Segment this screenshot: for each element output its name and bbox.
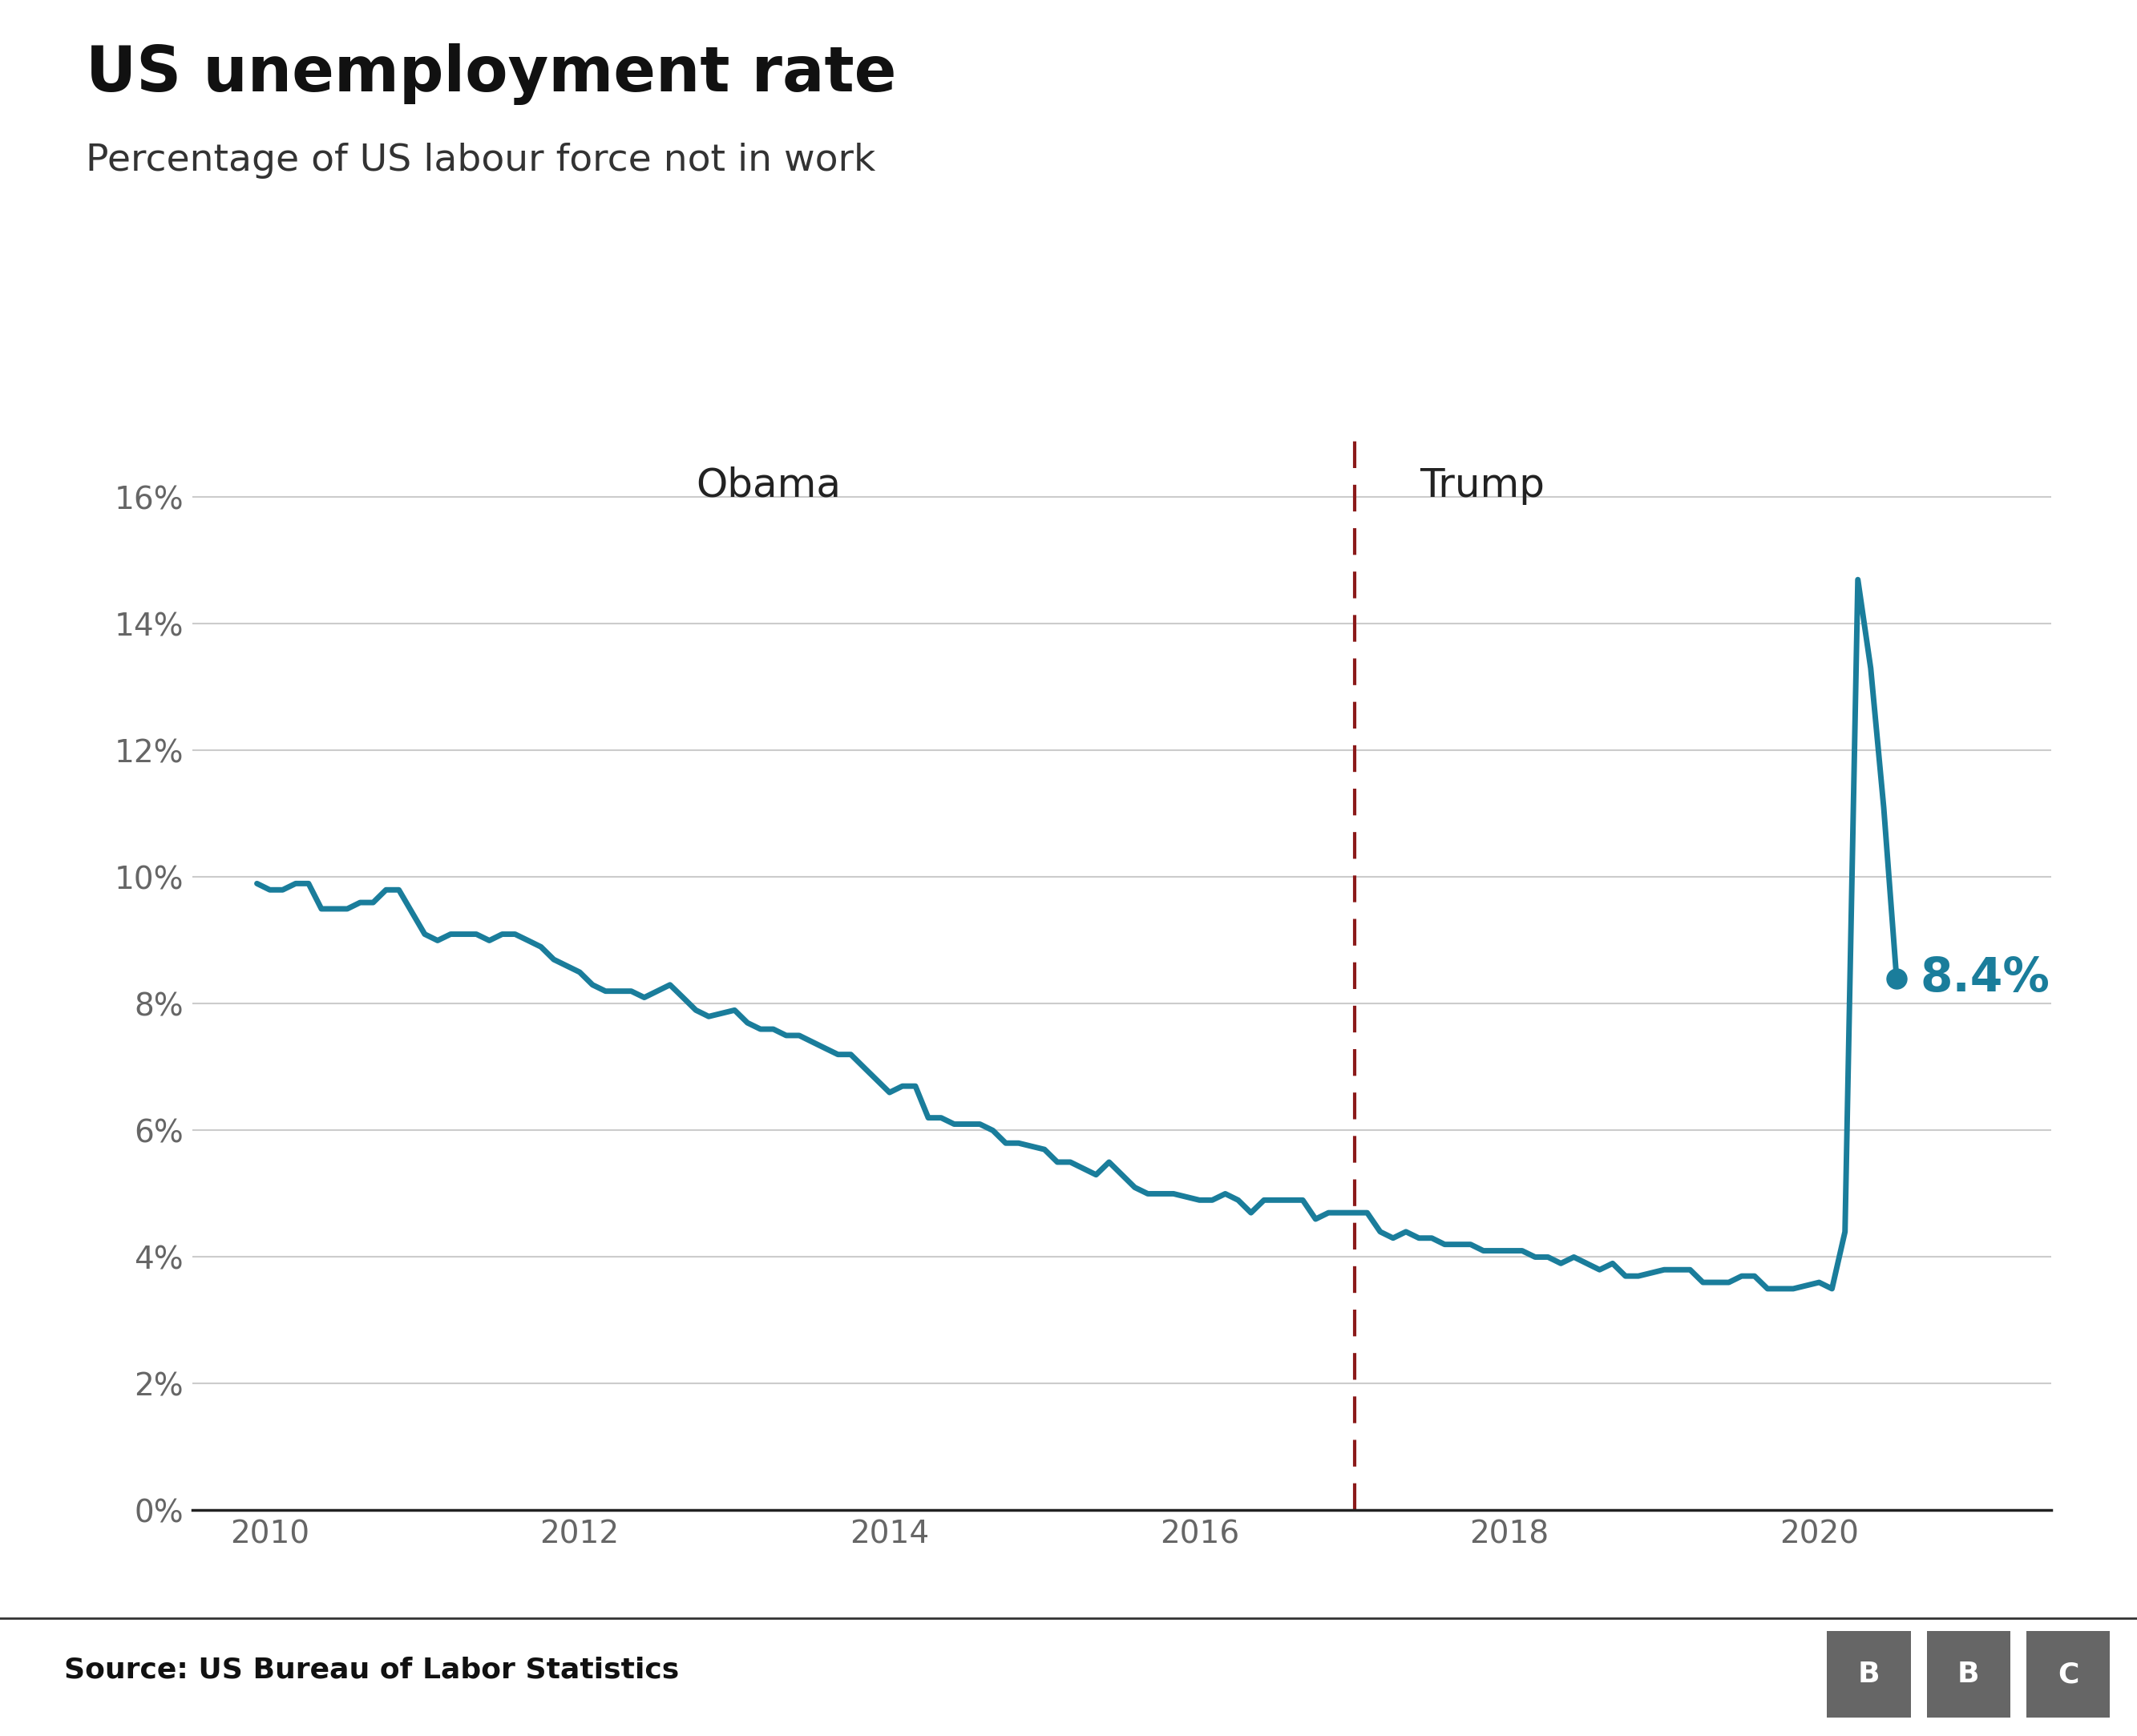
FancyBboxPatch shape [1827, 1632, 1910, 1717]
Text: B: B [1857, 1661, 1881, 1687]
Text: Percentage of US labour force not in work: Percentage of US labour force not in wor… [85, 142, 876, 179]
FancyBboxPatch shape [1928, 1632, 2011, 1717]
Text: Trump: Trump [1419, 467, 1545, 505]
Text: 8.4%: 8.4% [1919, 955, 2049, 1002]
Text: US unemployment rate: US unemployment rate [85, 43, 895, 106]
FancyBboxPatch shape [2026, 1632, 2109, 1717]
Text: C: C [2058, 1661, 2079, 1687]
Text: Obama: Obama [697, 467, 842, 505]
Text: Source: US Bureau of Labor Statistics: Source: US Bureau of Labor Statistics [64, 1656, 680, 1684]
Text: B: B [1957, 1661, 1979, 1687]
